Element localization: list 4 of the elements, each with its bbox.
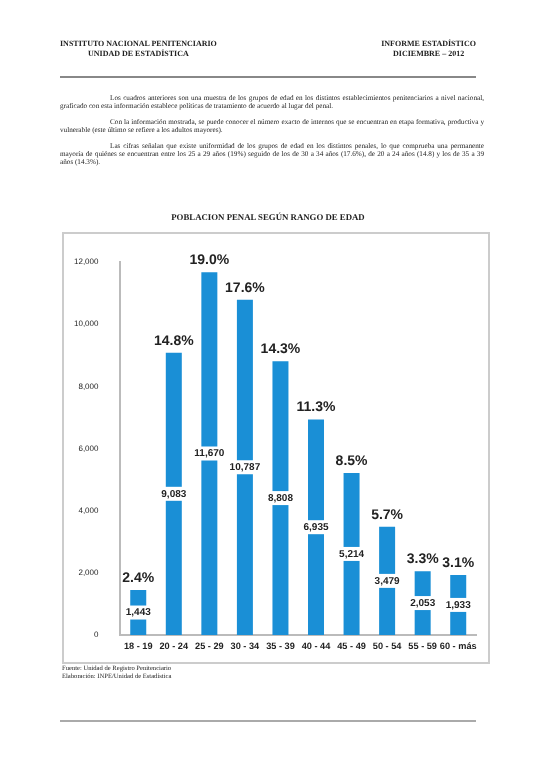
bar — [272, 361, 289, 635]
bar — [165, 352, 182, 635]
bar — [308, 419, 325, 635]
bar — [343, 472, 360, 635]
